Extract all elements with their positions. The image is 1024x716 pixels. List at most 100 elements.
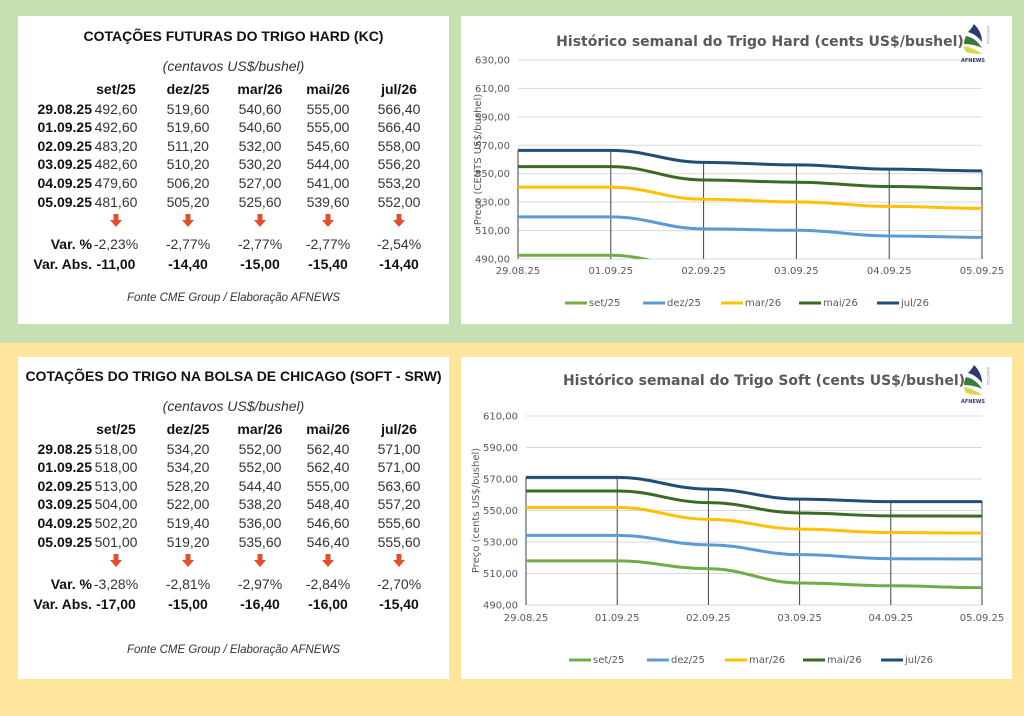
price-cell: 519,20 — [166, 533, 210, 550]
var-pct-cell: -2,77% — [237, 236, 283, 253]
price-cell: 501,00 — [94, 533, 138, 550]
price-cell: 536,00 — [238, 515, 282, 531]
soft-wheat-line-chart: Histórico semanal do Trigo Soft (cents U… — [471, 365, 1004, 666]
column-header: dez/25 — [166, 81, 210, 97]
price-cell: 506,20 — [166, 175, 210, 191]
soft-wheat-table-panel: COTAÇÕES DO TRIGO NA BOLSA DE CHICAGO (S… — [18, 357, 449, 679]
price-cell: 504,00 — [94, 496, 138, 513]
price-cell: 528,20 — [166, 477, 210, 494]
var-abs-cell: -14,40 — [168, 256, 208, 273]
price-cell: 555,00 — [306, 477, 350, 494]
y-tick-label: 550,00 — [475, 169, 510, 180]
var-abs-cell: -14,40 — [379, 256, 419, 273]
row-date: 05.09.25 — [37, 533, 93, 550]
column-header: jul/26 — [381, 81, 417, 97]
series-line-set-25 — [518, 253, 652, 259]
price-cell: 502,20 — [94, 515, 138, 531]
price-cell: 522,00 — [166, 496, 210, 513]
price-cell: 483,20 — [94, 137, 138, 154]
column-header: mai/26 — [306, 81, 350, 97]
price-cell: 545,60 — [306, 137, 350, 154]
price-cell: 546,60 — [306, 515, 350, 531]
price-cell: 532,00 — [238, 137, 282, 154]
price-cell: 540,60 — [238, 100, 282, 117]
price-cell: 541,00 — [306, 175, 350, 191]
price-cell: 552,00 — [238, 440, 282, 457]
x-tick-label: 04.09.25 — [867, 266, 912, 277]
y-tick-label: 510,00 — [475, 226, 510, 237]
var-abs-cell: -16,40 — [240, 596, 280, 613]
series-line-mar-26 — [526, 505, 983, 535]
price-cell: 571,00 — [377, 459, 421, 476]
down-arrow-icon — [322, 214, 334, 228]
price-cell: 571,00 — [377, 440, 421, 457]
row-date: 04.09.25 — [37, 175, 93, 191]
price-cell: 513,00 — [94, 477, 138, 494]
price-cell: 492,60 — [94, 100, 138, 117]
price-cell: 566,40 — [377, 100, 421, 117]
var-pct-cell: -2,77% — [165, 236, 211, 253]
afnews-logo: AFNEWS AGRÍCOLA — [961, 365, 991, 405]
hard-wheat-line-chart: Histórico semanal do Trigo Hard (cents U… — [473, 24, 1004, 309]
legend-label: mai/26 — [827, 655, 862, 666]
y-tick-label: 550,00 — [483, 506, 518, 517]
price-cell: 525,60 — [238, 193, 282, 210]
legend-label: mar/26 — [745, 298, 781, 309]
hard-wheat-chart-panel: Histórico semanal do Trigo Hard (cents U… — [461, 16, 1012, 324]
legend-label: mai/26 — [823, 298, 858, 309]
legend-label: set/25 — [593, 655, 624, 666]
price-cell: 510,20 — [166, 156, 210, 173]
logo-side-text: AGRÍCOLA — [986, 26, 991, 45]
table-title: COTAÇÕES DO TRIGO NA BOLSA DE CHICAGO (S… — [25, 368, 442, 384]
series-line-mai-26 — [525, 489, 983, 518]
afnews-logo: AFNEWS AGRÍCOLA — [961, 24, 991, 64]
down-arrow-icon — [110, 214, 122, 228]
logo-leaf-icon — [964, 387, 982, 395]
x-tick-label: 04.09.25 — [869, 613, 914, 624]
price-cell: 519,60 — [166, 100, 210, 117]
price-cell: 552,00 — [377, 193, 421, 210]
price-cell: 511,20 — [167, 137, 209, 154]
var-abs-label: Var. Abs. — [33, 596, 92, 613]
var-pct-cell: -2,84% — [305, 576, 351, 593]
down-arrow-icon — [393, 554, 405, 568]
y-tick-label: 590,00 — [483, 443, 518, 454]
down-arrow-icon — [322, 554, 334, 568]
var-pct-label: Var. % — [50, 236, 92, 253]
row-date: 01.09.25 — [37, 459, 93, 476]
var-pct-cell: -2,70% — [376, 576, 422, 593]
down-arrow-icon — [182, 554, 194, 568]
column-header: mar/26 — [237, 81, 283, 97]
price-cell: 527,00 — [238, 175, 282, 191]
series-line-mar-26 — [518, 185, 983, 210]
table-unit: (centavos US$/bushel) — [162, 58, 305, 74]
x-tick-label: 01.09.25 — [589, 266, 634, 277]
price-cell: 566,40 — [377, 119, 421, 136]
var-abs-cell: -15,40 — [379, 596, 419, 613]
logo-text: AFNEWS — [961, 58, 985, 64]
legend-label: mar/26 — [749, 655, 785, 666]
price-cell: 519,60 — [166, 119, 210, 136]
var-pct-cell: -2,81% — [165, 576, 211, 593]
legend-label: jul/26 — [904, 655, 933, 666]
var-abs-cell: -16,00 — [308, 596, 348, 613]
price-cell: 555,00 — [306, 119, 350, 136]
price-cell: 553,20 — [377, 175, 421, 191]
price-cell: 552,00 — [238, 459, 282, 476]
down-arrow-icon — [254, 214, 266, 228]
series-line-mai-26 — [518, 165, 983, 190]
series-line-jul-26 — [526, 475, 982, 504]
legend-label: set/25 — [589, 298, 620, 309]
y-tick-label: 570,00 — [483, 475, 518, 486]
table-source: Fonte CME Group / Elaboração AFNEWS — [126, 644, 341, 656]
price-cell: 562,40 — [306, 440, 350, 457]
price-cell: 544,00 — [306, 156, 350, 173]
y-tick-label: 570,00 — [475, 141, 510, 152]
logo-side-text: AGRÍCOLA — [986, 367, 991, 386]
logo-leaf-icon — [968, 24, 982, 42]
x-tick-label: 01.09.25 — [595, 613, 640, 624]
row-date: 02.09.25 — [37, 137, 93, 154]
price-cell: 519,40 — [166, 515, 210, 531]
down-arrow-icon — [393, 214, 405, 228]
var-pct-label: Var. % — [50, 576, 92, 593]
